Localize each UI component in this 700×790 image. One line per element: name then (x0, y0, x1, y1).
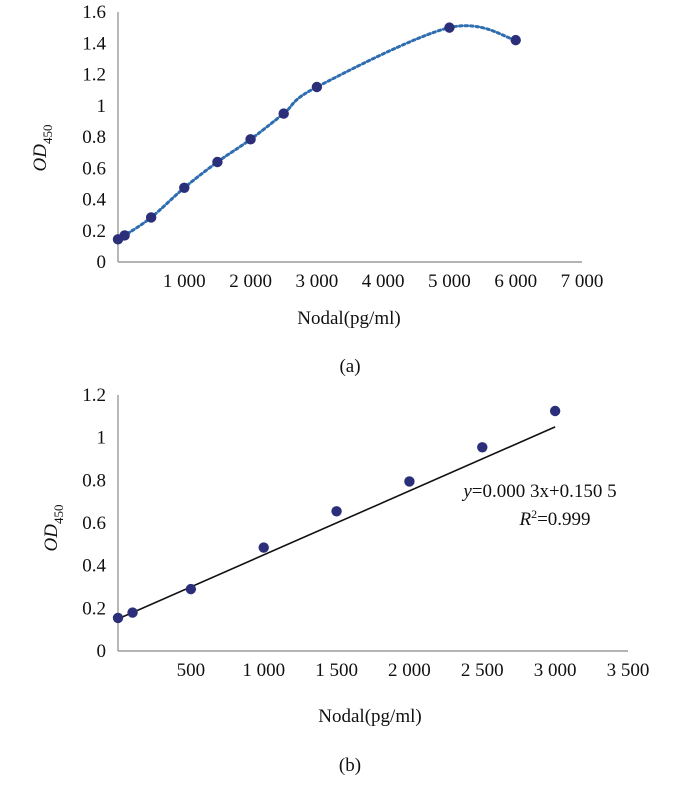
chart-a-x-tick-label: 7 000 (561, 271, 604, 292)
chart-a-y-tick-label: 0.6 (82, 158, 106, 179)
chart-b-ylabel-main: OD (41, 524, 62, 552)
chart-b-x-tick-label: 2 000 (388, 660, 431, 681)
chart-b-data-point (477, 442, 488, 453)
chart-b-x-ticks: 500 1 000 1 500 2 000 2 500 3 000 3 500 (177, 660, 650, 681)
chart-b-y-tick-label: 1 (97, 428, 107, 449)
chart-b-y-tick-label: 0 (97, 641, 107, 662)
chart-a-x-tick-label: 2 000 (229, 271, 272, 292)
chart-a-xlabel: Nodal(pg/ml) (297, 308, 400, 329)
chart-b-equation-text: =0.000 3x+0.150 5 (472, 481, 617, 502)
chart-a-panel-label: (a) (339, 356, 360, 377)
chart-a-ylabel-main: OD (30, 144, 51, 172)
chart-b-y-tick-label: 1.2 (82, 385, 106, 406)
chart-b-ylabel: OD450 (41, 505, 66, 552)
chart-b-data-point (331, 506, 342, 517)
chart-a-x-tick-label: 4 000 (362, 271, 405, 292)
chart-b-equation-var: y (461, 481, 472, 502)
chart-b-x-tick-label: 3 500 (607, 660, 650, 681)
chart-b-equation: y=0.000 3x+0.150 5 (461, 481, 616, 502)
chart-b-points (112, 405, 561, 624)
chart-a-data-point (278, 108, 289, 119)
chart-b-xlabel: Nodal(pg/ml) (318, 706, 421, 727)
chart-b: 0 0.2 0.4 0.6 0.8 1 1.2 500 1 000 1 500 2 000 2 50… (41, 385, 649, 776)
chart-a-data-point (212, 156, 223, 168)
chart-a-y-tick-label: 1.4 (82, 33, 106, 54)
chart-b-r2: R2=0.999 (518, 507, 590, 530)
chart-a-y-tick-label: 0.4 (82, 190, 106, 211)
chart-a-data-point (179, 182, 190, 193)
chart-a-y-tick-label: 0.8 (82, 127, 106, 148)
chart-b-ylabel-sub: 450 (51, 505, 66, 525)
chart-b-x-tick-label: 2 500 (461, 660, 504, 681)
chart-b-data-point (127, 607, 138, 618)
chart-b-x-tick-label: 1 000 (242, 660, 285, 681)
chart-b-data-point (549, 405, 561, 417)
chart-a-y-tick-label: 1.6 (82, 2, 106, 23)
chart-a-data-point (119, 230, 130, 241)
chart-b-data-point (404, 476, 415, 487)
chart-b-y-tick-label: 0.4 (82, 556, 106, 577)
chart-a-x-ticks: 1 000 2 000 3 000 4 000 5 000 6 000 7 000 (163, 271, 603, 292)
chart-a-points (112, 22, 521, 245)
chart-b-r2-sup: 2 (531, 507, 537, 521)
chart-a-x-tick-label: 3 000 (295, 271, 338, 292)
chart-b-y-tick-label: 0.2 (82, 598, 106, 619)
chart-a-y-tick-label: 0 (97, 252, 107, 273)
chart-b-y-tick-label: 0.6 (82, 513, 106, 534)
chart-a-data-point (311, 81, 323, 93)
chart-a: 0 0.2 0.4 0.6 0.8 1 1.2 1.4 1.6 1 000 2 000 3 000 4… (30, 2, 603, 377)
chart-b-panel-label: (b) (339, 755, 361, 776)
chart-b-r2-var: R (518, 509, 531, 530)
chart-a-y-ticks: 0 0.2 0.4 0.6 0.8 1 1.2 1.4 1.6 (82, 2, 106, 273)
chart-b-x-tick-label: 500 (177, 660, 206, 681)
chart-b-x-tick-label: 3 000 (534, 660, 577, 681)
chart-a-ylabel-sub: 450 (40, 125, 55, 145)
chart-a-y-tick-label: 0.2 (82, 221, 106, 242)
chart-b-data-point (258, 542, 269, 553)
chart-a-y-tick-label: 1 (97, 96, 107, 117)
chart-a-x-tick-label: 1 000 (163, 271, 206, 292)
chart-a-data-point (510, 34, 521, 46)
chart-b-data-point (185, 583, 197, 595)
chart-a-data-point (444, 22, 455, 33)
chart-b-x-tick-label: 1 500 (315, 660, 358, 681)
chart-a-data-point (245, 134, 256, 145)
chart-b-data-point (112, 612, 124, 624)
chart-b-trendline (117, 426, 556, 620)
chart-a-data-point (145, 212, 157, 223)
chart-a-y-tick-label: 1.2 (82, 65, 106, 86)
chart-b-r2-text: =0.999 (537, 509, 590, 530)
chart-a-ylabel: OD450 (30, 125, 55, 172)
chart-a-series-line (116, 24, 518, 241)
chart-a-x-tick-label: 6 000 (494, 271, 537, 292)
chart-b-y-ticks: 0 0.2 0.4 0.6 0.8 1 1.2 (82, 385, 106, 662)
chart-b-y-tick-label: 0.8 (82, 470, 106, 491)
chart-a-x-tick-label: 5 000 (428, 271, 471, 292)
